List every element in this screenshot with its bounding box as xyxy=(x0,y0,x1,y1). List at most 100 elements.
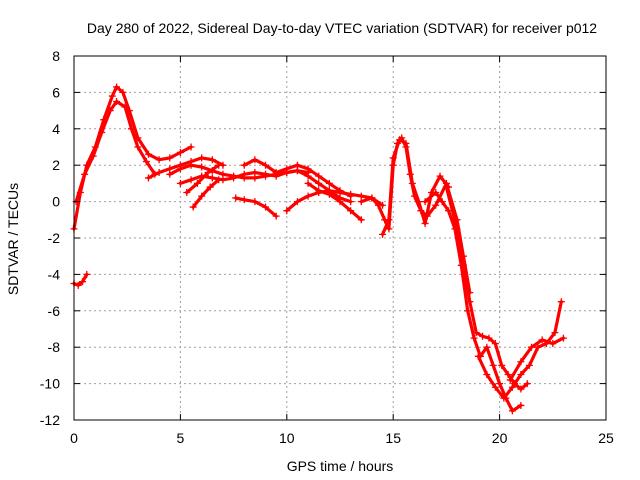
data-point xyxy=(176,165,184,173)
data-point xyxy=(304,192,312,200)
y-tick-label: 2 xyxy=(52,157,60,173)
data-point xyxy=(187,143,195,151)
series-7 xyxy=(183,161,223,196)
data-point xyxy=(293,198,301,206)
x-axis-label: GPS time / hours xyxy=(287,458,394,474)
data-point xyxy=(389,154,397,162)
series-12 xyxy=(304,179,365,224)
data-point xyxy=(442,183,450,191)
series-trace xyxy=(191,178,221,209)
data-point xyxy=(106,107,114,115)
series-1 xyxy=(70,270,91,289)
data-point xyxy=(357,216,365,224)
data-point xyxy=(119,88,127,96)
data-point xyxy=(198,154,206,162)
data-point xyxy=(528,343,536,351)
data-point xyxy=(304,165,312,173)
series-18 xyxy=(506,334,567,384)
x-tick-label: 25 xyxy=(598,430,614,446)
data-point xyxy=(517,371,525,378)
data-point xyxy=(176,148,184,156)
x-tick-label: 10 xyxy=(279,430,295,446)
y-tick-label: -10 xyxy=(40,376,60,392)
data-point xyxy=(496,380,504,388)
series-trace xyxy=(306,181,363,222)
data-point xyxy=(525,361,533,369)
data-point xyxy=(74,281,82,289)
data-point xyxy=(315,187,323,195)
data-point xyxy=(187,176,195,184)
data-point xyxy=(464,307,472,315)
data-point xyxy=(479,332,487,340)
data-point xyxy=(421,198,429,206)
data-point xyxy=(489,361,497,369)
y-tick-label: -2 xyxy=(48,230,61,246)
data-point xyxy=(402,139,410,147)
series-trace xyxy=(72,272,89,287)
data-point xyxy=(304,179,312,187)
data-point xyxy=(272,212,280,220)
data-point xyxy=(127,125,135,133)
data-point xyxy=(432,201,440,209)
y-tick-label: 0 xyxy=(52,194,60,210)
data-point xyxy=(183,189,191,196)
data-point xyxy=(166,170,174,178)
data-point xyxy=(134,143,142,151)
data-point xyxy=(347,190,355,198)
data-point xyxy=(155,168,163,176)
data-point xyxy=(549,340,557,348)
data-point xyxy=(251,156,259,164)
data-point xyxy=(262,161,270,169)
data-point xyxy=(198,192,206,200)
data-point xyxy=(283,207,291,215)
x-tick-label: 15 xyxy=(385,430,401,446)
data-point xyxy=(98,128,106,136)
data-point xyxy=(336,189,344,196)
data-point xyxy=(208,156,216,164)
data-point xyxy=(368,194,376,202)
data-point xyxy=(408,179,416,187)
data-point xyxy=(232,194,240,202)
data-point xyxy=(262,170,270,178)
data-point xyxy=(304,172,312,180)
data-point xyxy=(466,298,474,306)
data-point xyxy=(283,165,291,173)
data-point xyxy=(551,329,559,337)
data-point xyxy=(315,172,323,180)
y-tick-label: -8 xyxy=(48,339,61,355)
data-point xyxy=(251,168,259,176)
data-point xyxy=(421,219,429,227)
data-point xyxy=(206,183,214,191)
series-6 xyxy=(176,167,355,206)
data-point xyxy=(517,401,525,409)
data-point xyxy=(315,179,323,187)
y-tick-label: -4 xyxy=(48,266,61,282)
data-point xyxy=(193,179,201,187)
data-point xyxy=(166,154,174,162)
data-point xyxy=(557,298,565,306)
series-17 xyxy=(474,298,565,402)
data-point xyxy=(517,385,525,393)
data-point xyxy=(474,352,482,360)
series-9 xyxy=(232,194,280,220)
data-point xyxy=(436,172,444,180)
data-point xyxy=(374,201,382,209)
data-point xyxy=(385,216,393,224)
data-point xyxy=(491,383,499,391)
data-point xyxy=(144,150,152,158)
data-point xyxy=(508,407,516,415)
y-tick-label: 6 xyxy=(52,84,60,100)
data-point xyxy=(144,174,152,182)
data-point xyxy=(483,371,491,378)
data-point xyxy=(108,92,116,100)
x-tick-label: 5 xyxy=(177,430,185,446)
data-point xyxy=(81,170,89,178)
data-point xyxy=(472,329,480,337)
data-point xyxy=(396,136,404,144)
data-point xyxy=(79,278,87,286)
data-point xyxy=(491,340,499,348)
data-point xyxy=(347,207,355,215)
data-point xyxy=(240,170,248,178)
data-layer xyxy=(70,83,567,415)
